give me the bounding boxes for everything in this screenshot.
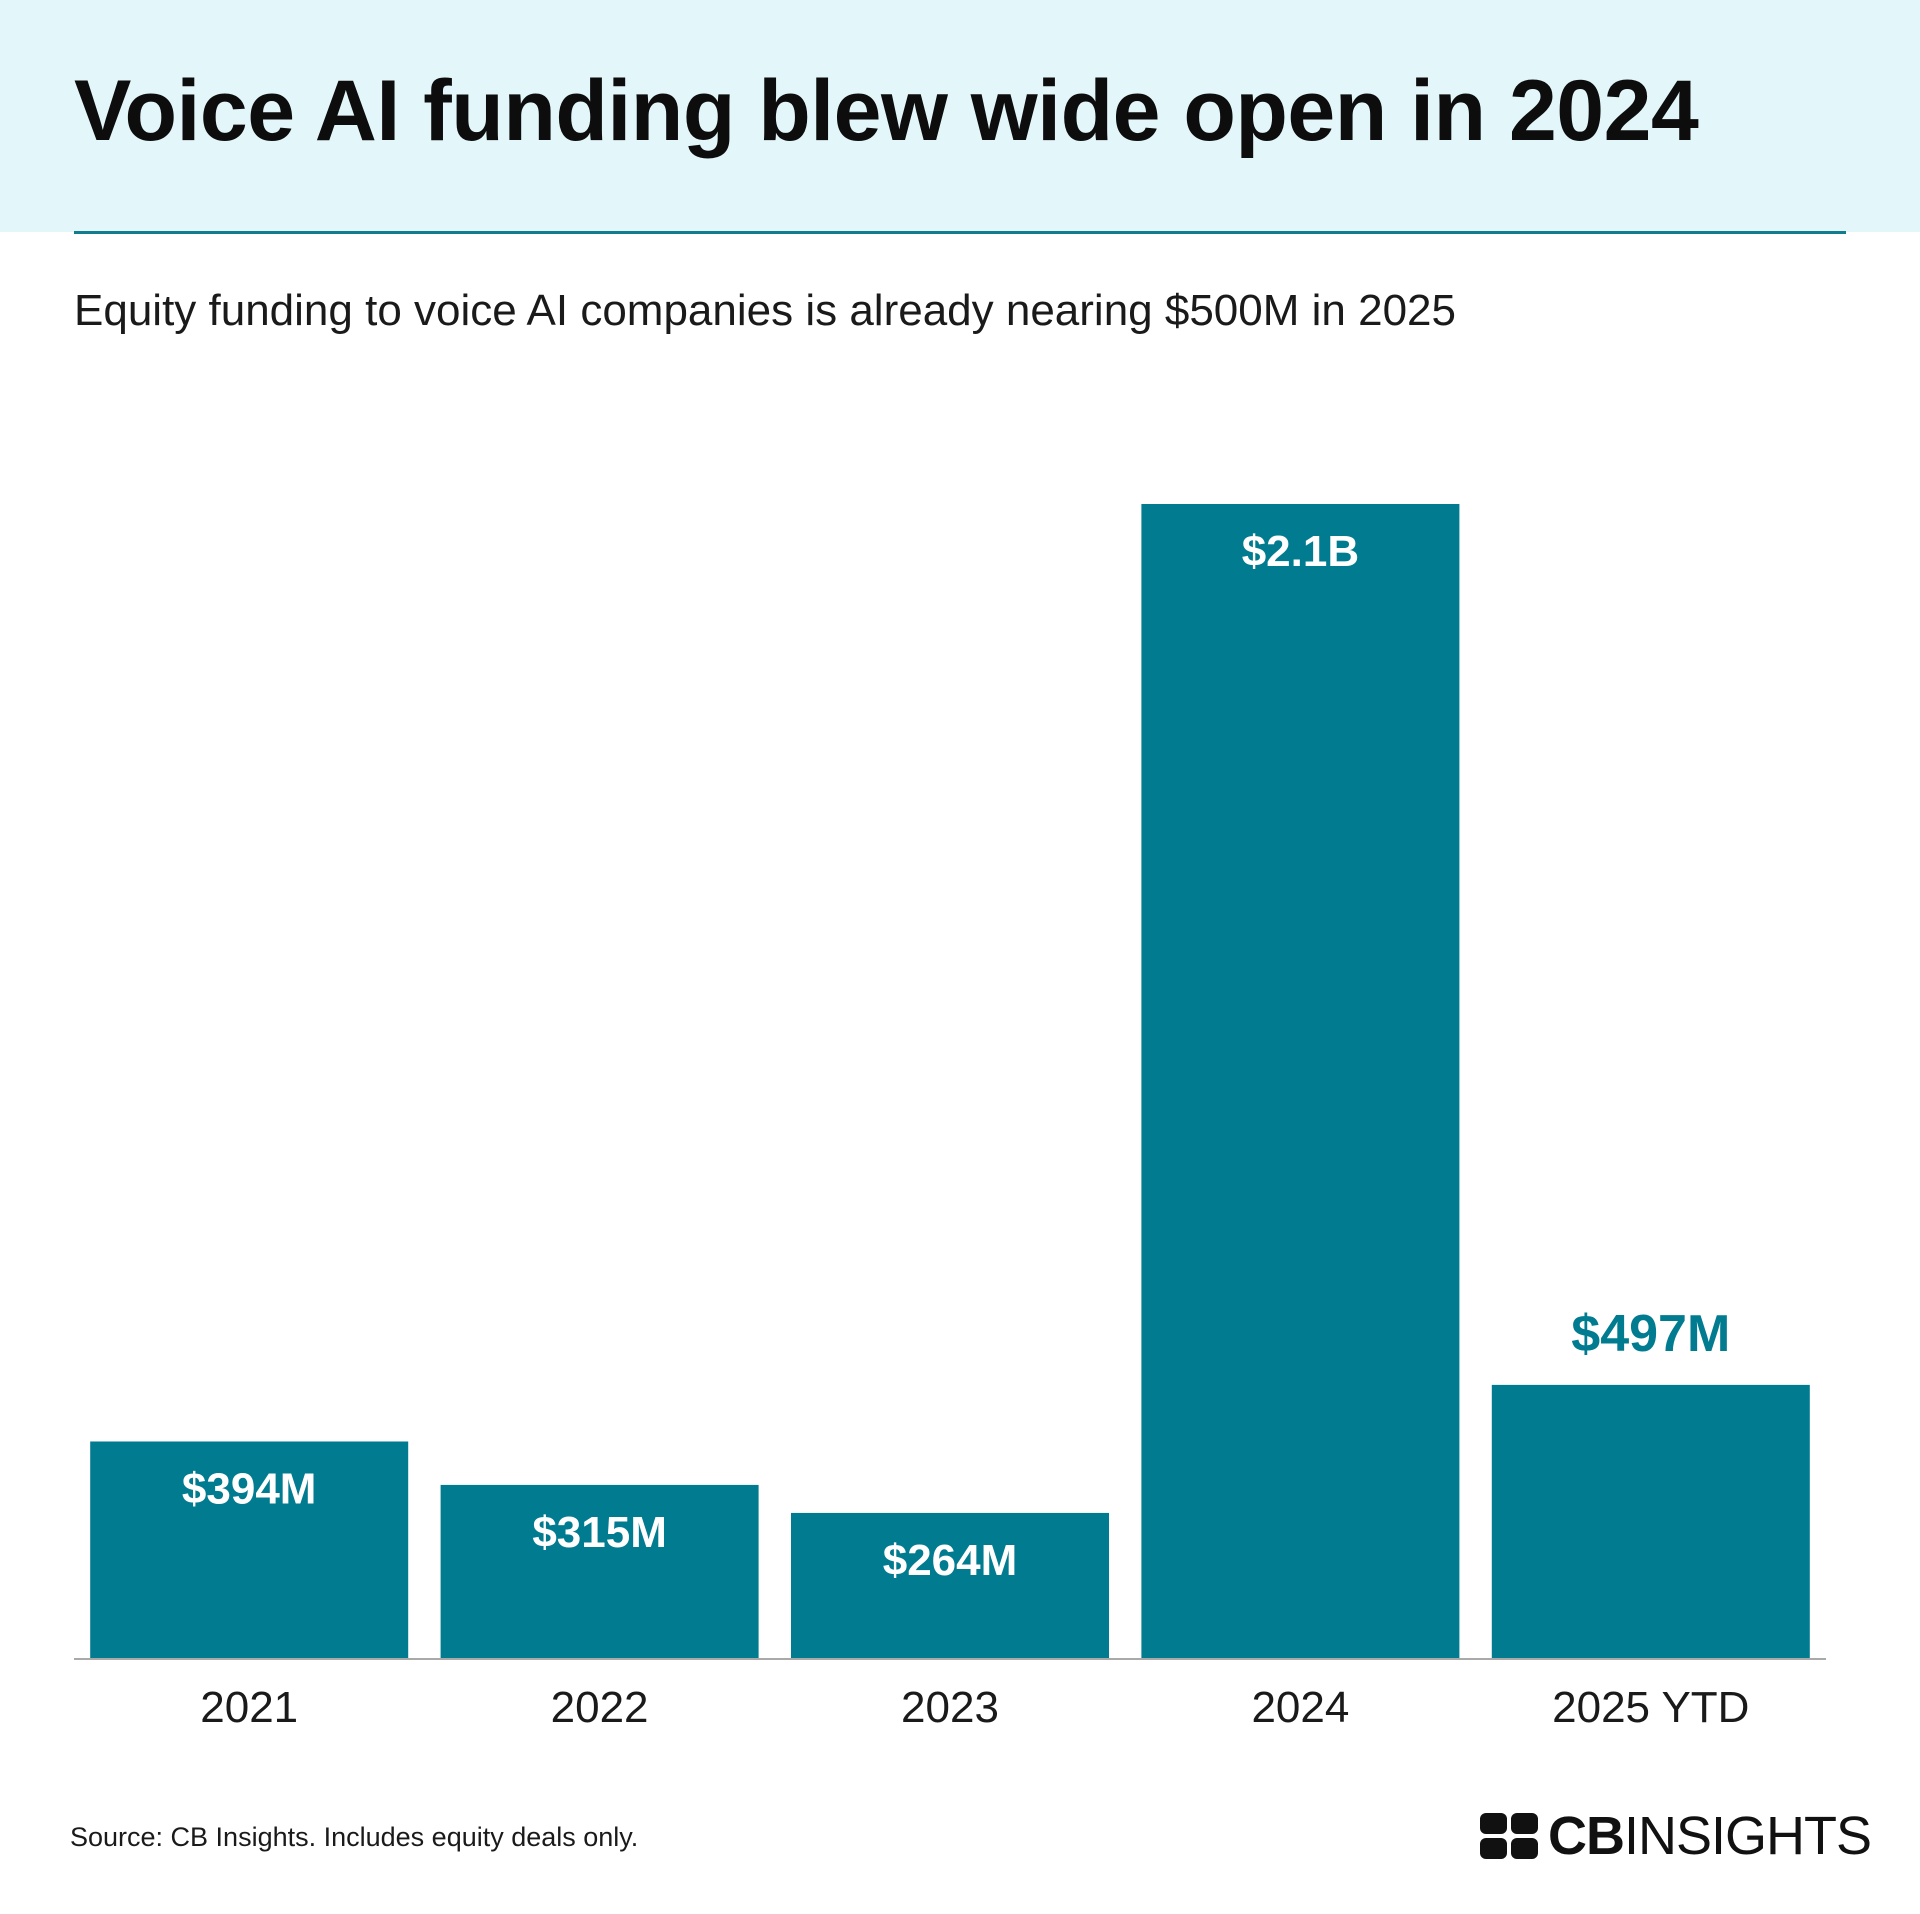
header-band: [0, 0, 1920, 232]
bar-2022: [440, 1484, 759, 1658]
logo-wordmark: CBINSIGHTS: [1548, 1806, 1872, 1866]
page-title: Voice AI funding blew wide open in 2024: [74, 63, 1699, 159]
title-divider: [74, 231, 1846, 234]
data-label: $497M: [1571, 1305, 1730, 1363]
chart-subtitle: Equity funding to voice AI companies is …: [74, 286, 1456, 335]
logo-wordmark-regular: INSIGHTS: [1624, 1806, 1872, 1866]
data-label: $2.1B: [1242, 527, 1359, 576]
data-label: $315M: [532, 1508, 667, 1557]
bar-2025-ytd: [1491, 1384, 1810, 1658]
data-label: $394M: [182, 1464, 317, 1513]
cb-insights-logo: CBINSIGHTS: [1480, 1806, 1872, 1866]
data-label: $264M: [883, 1536, 1018, 1585]
source-note: Source: CB Insights. Includes equity dea…: [70, 1822, 639, 1852]
x-tick-label: 2021: [200, 1683, 298, 1732]
bar-2023: [791, 1512, 1109, 1658]
cb-insights-logo-icon: [1480, 1813, 1538, 1859]
x-tick-label: 2023: [901, 1683, 999, 1732]
logo-wordmark-bold: CB: [1548, 1806, 1625, 1866]
x-tick-label: 2025 YTD: [1552, 1683, 1749, 1732]
bar-2024: [1141, 504, 1460, 1658]
bar-2021: [90, 1441, 409, 1658]
x-tick-label: 2024: [1251, 1683, 1349, 1732]
x-tick-label: 2022: [551, 1683, 649, 1732]
